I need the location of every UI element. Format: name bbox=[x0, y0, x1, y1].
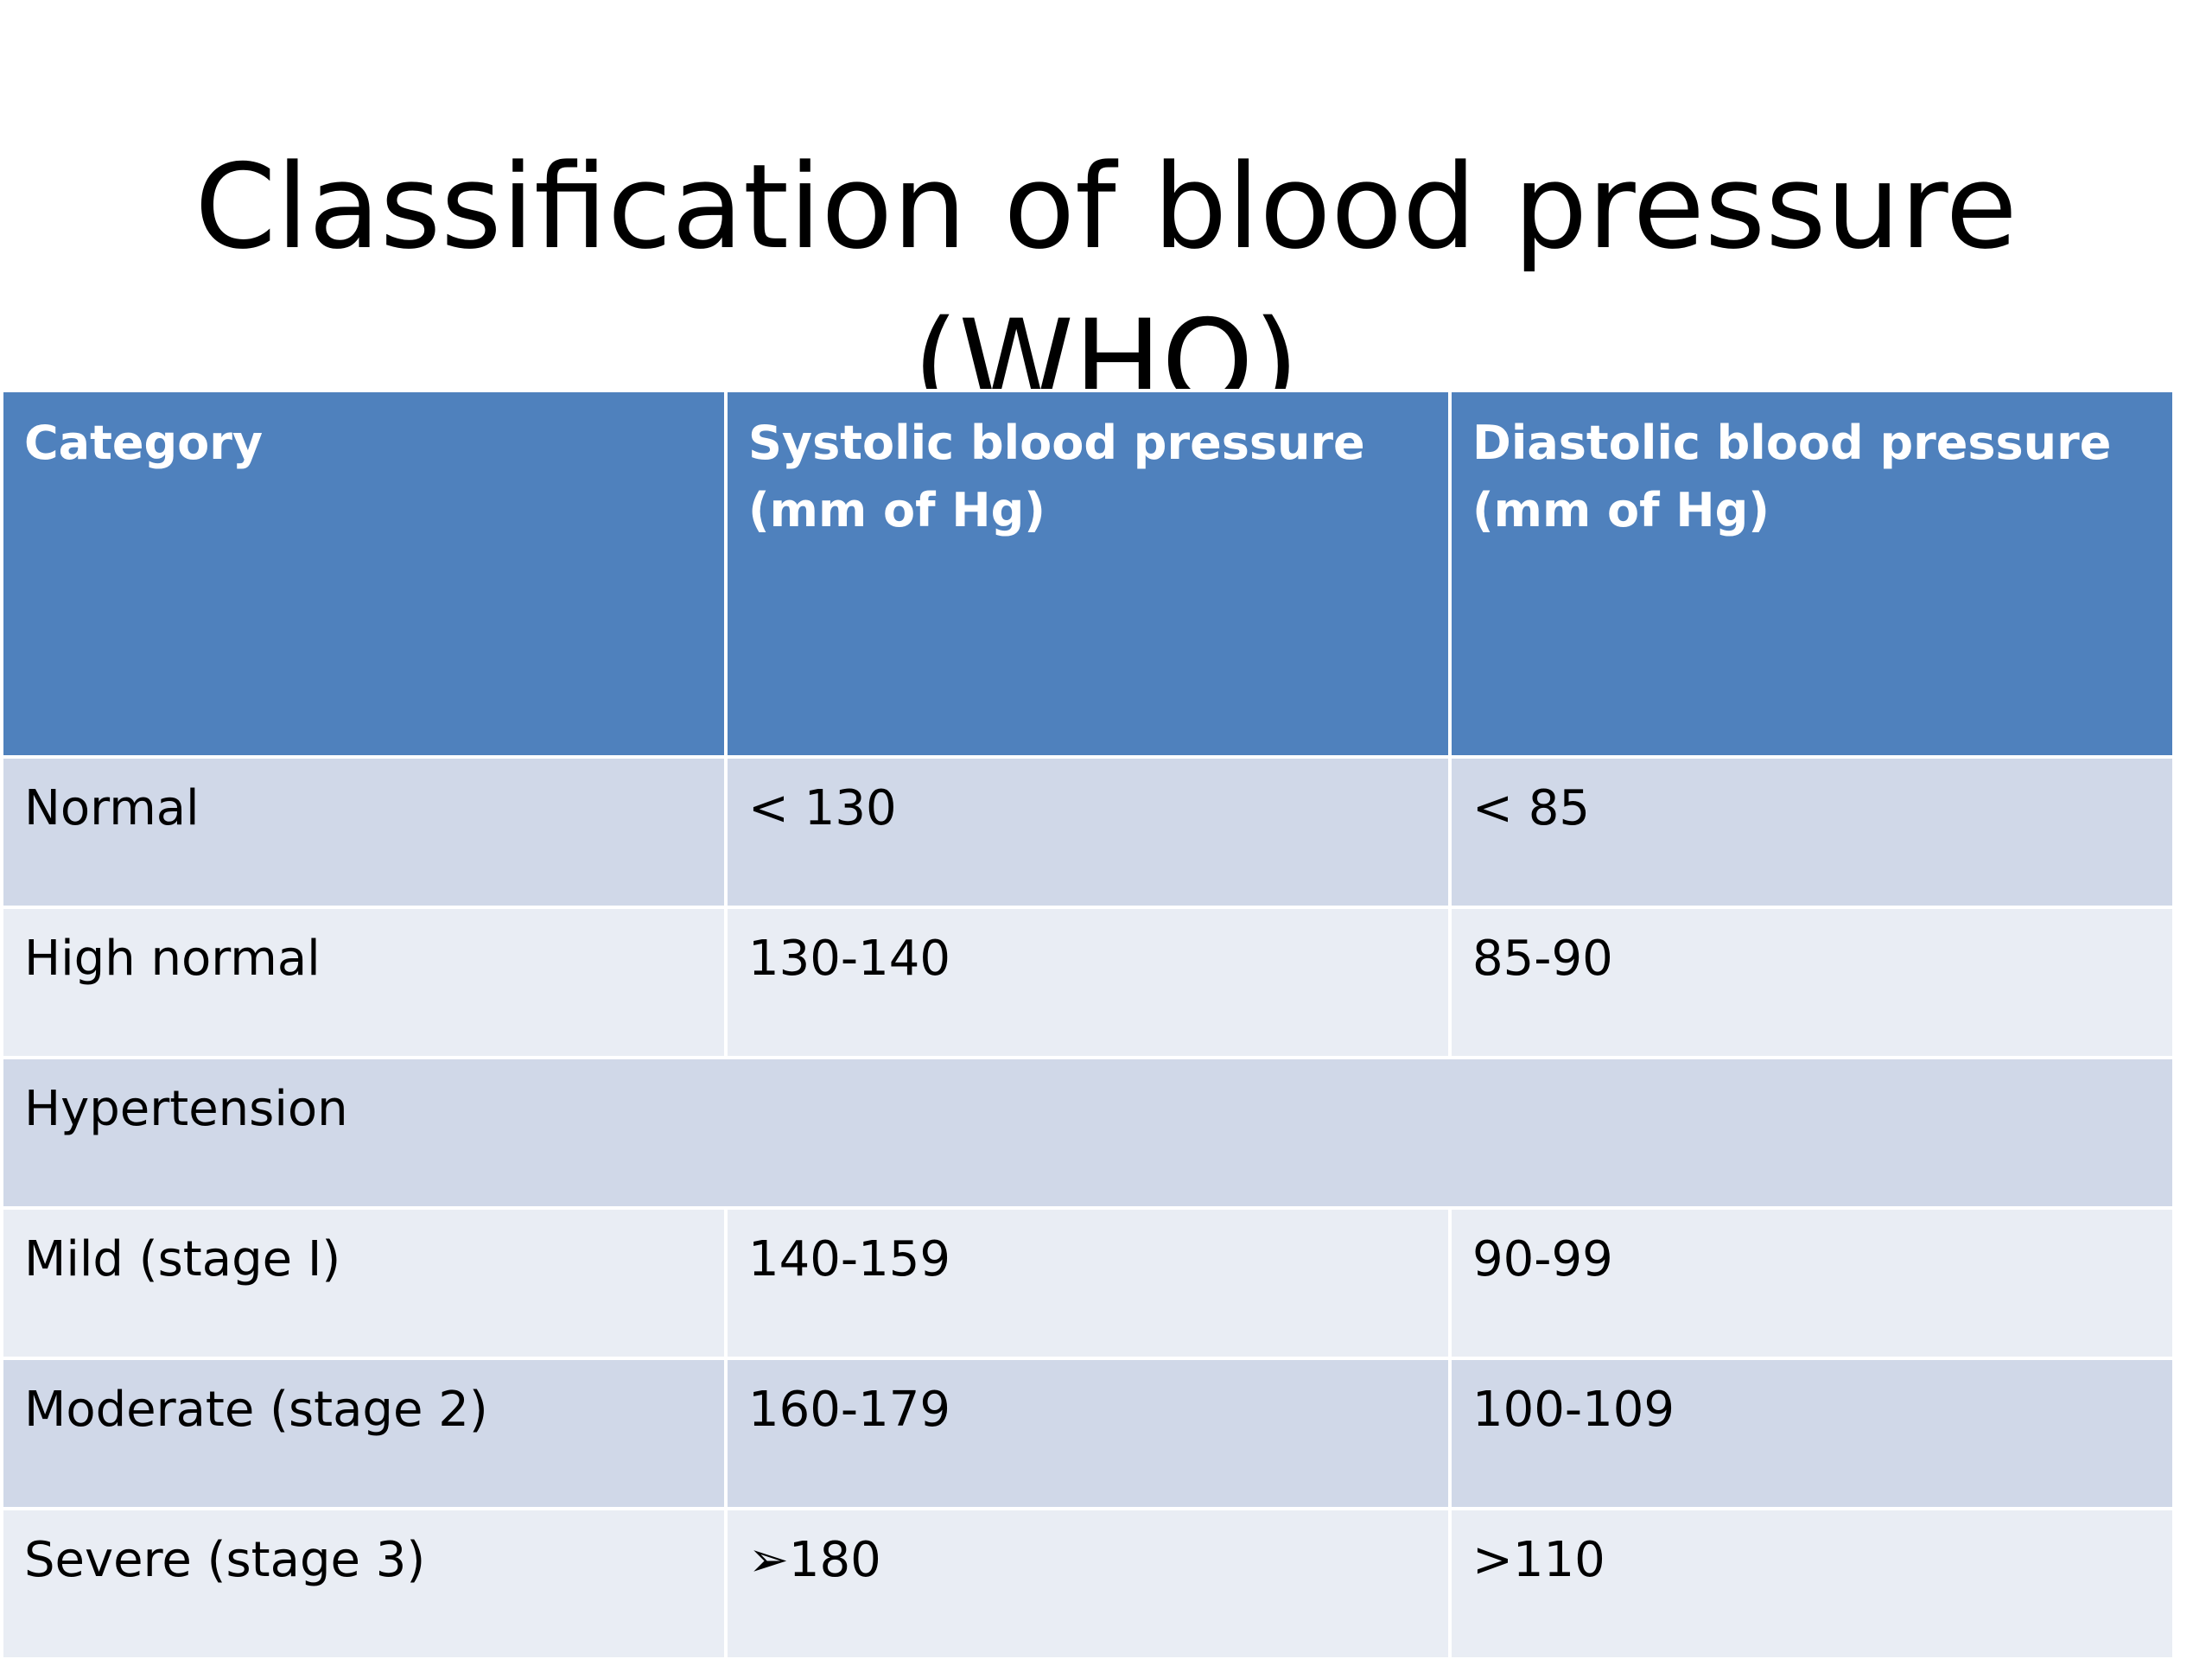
table-row: Normal < 130 < 85 bbox=[0, 755, 2176, 909]
table-row: High normal 130-140 85-90 bbox=[0, 906, 2176, 1059]
cell-diastolic: < 85 bbox=[1448, 755, 2176, 909]
cell-category: Moderate (stage 2) bbox=[0, 1357, 728, 1510]
cell-diastolic: 85-90 bbox=[1448, 906, 2176, 1059]
cell-diastolic: >110 bbox=[1448, 1507, 2176, 1659]
cell-category: Normal bbox=[0, 755, 728, 909]
cell-category: Mild (stage I) bbox=[0, 1206, 728, 1360]
cell-systolic: 140-159 bbox=[724, 1206, 1452, 1360]
cell-systolic: < 130 bbox=[724, 755, 1452, 909]
cell-systolic: 130-140 bbox=[724, 906, 1452, 1059]
table-row: Moderate (stage 2) 160-179 100-109 bbox=[0, 1357, 2176, 1510]
cell-diastolic: 90-99 bbox=[1448, 1206, 2176, 1360]
header-category: Category bbox=[0, 389, 728, 759]
table-row: Severe (stage 3) ➢180 >110 bbox=[0, 1507, 2176, 1659]
cell-category: High normal bbox=[0, 906, 728, 1059]
cell-diastolic: 100-109 bbox=[1448, 1357, 2176, 1510]
blood-pressure-table: Category Systolic blood pressure (mm of … bbox=[0, 389, 2176, 1659]
table-header-row: Category Systolic blood pressure (mm of … bbox=[0, 389, 2176, 759]
table-row: Mild (stage I) 140-159 90-99 bbox=[0, 1206, 2176, 1360]
table-row: Hypertension bbox=[0, 1056, 2176, 1210]
cell-systolic: 160-179 bbox=[724, 1357, 1452, 1510]
page-title: Classification of blood pressure (WHO) bbox=[194, 139, 2018, 430]
cell-section-hypertension: Hypertension bbox=[0, 1056, 2176, 1210]
header-diastolic: Diastolic blood pressure (mm of Hg) bbox=[1448, 389, 2176, 759]
cell-category: Severe (stage 3) bbox=[0, 1507, 728, 1659]
header-systolic: Systolic blood pressure (mm of Hg) bbox=[724, 389, 1452, 759]
cell-systolic: ➢180 bbox=[724, 1507, 1452, 1659]
